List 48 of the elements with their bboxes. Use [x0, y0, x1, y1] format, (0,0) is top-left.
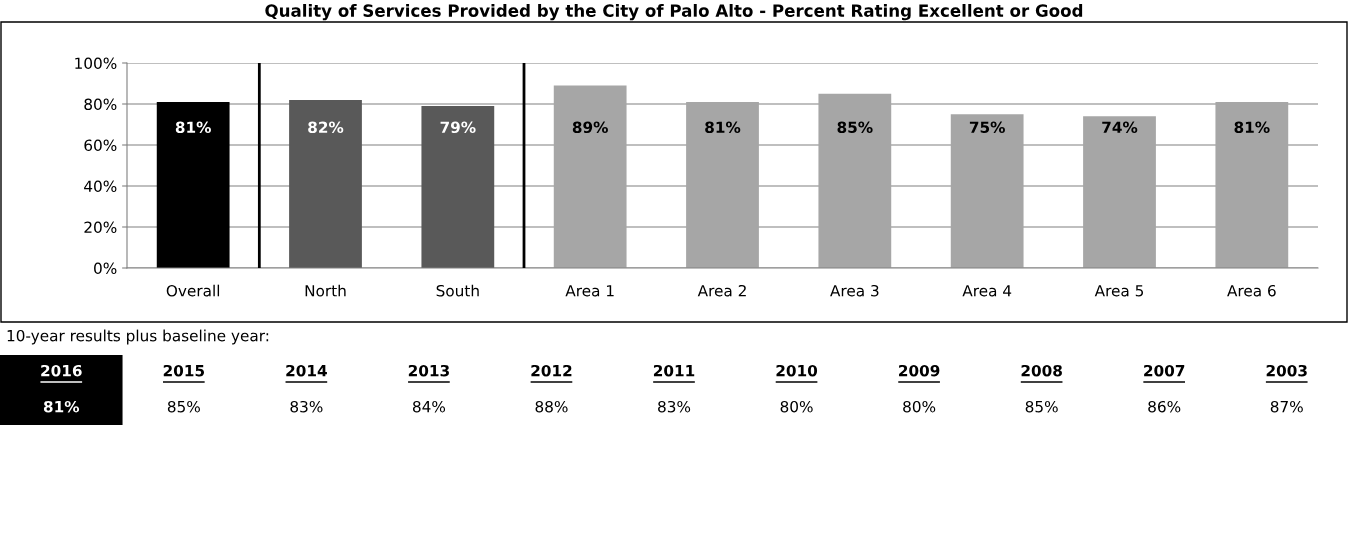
x-tick-label: South: [436, 284, 479, 297]
text: 2008: [1021, 364, 1062, 377]
x-tick-label: Area 5: [1094, 285, 1144, 297]
y-tick-label: 60%: [84, 139, 117, 152]
text: 2013: [408, 364, 449, 377]
data-label: 81%: [1234, 121, 1270, 134]
text: 85%: [167, 400, 200, 413]
x-tick-label: North: [305, 284, 346, 297]
y-tick-label: 40%: [84, 180, 117, 193]
x-tick-label: Area 4: [962, 285, 1012, 297]
text: 2007: [1144, 364, 1185, 377]
data-label: 74%: [1102, 121, 1138, 134]
text: 2010: [776, 364, 818, 377]
x-tick-label: Area 3: [830, 284, 879, 297]
y-tick-label: 20%: [84, 221, 117, 234]
data-label: 85%: [837, 121, 873, 134]
text: 86%: [1148, 400, 1181, 413]
text: 84%: [412, 400, 446, 413]
text: 2011: [653, 364, 695, 377]
text: 85%: [1025, 400, 1058, 413]
text: 2014: [286, 364, 327, 377]
text: 2009: [899, 364, 940, 377]
x-tick-label: Overall: [166, 284, 220, 297]
data-label: 82%: [308, 121, 344, 134]
data-label: 81%: [175, 121, 211, 134]
data-label: 75%: [969, 121, 1005, 134]
y-tick-label: 0%: [94, 262, 117, 275]
text: 10-year results plus baseline year:: [7, 329, 269, 345]
text: 2015: [163, 364, 205, 377]
data-label: 89%: [572, 121, 608, 134]
text: 83%: [290, 400, 323, 413]
x-tick-label: Area 6: [1227, 284, 1276, 297]
text: 87%: [1270, 400, 1303, 413]
x-tick-label: Area 1: [565, 285, 614, 297]
text: 83%: [658, 400, 691, 413]
text: 2003: [1266, 364, 1307, 377]
data-label: 79%: [440, 121, 476, 134]
y-tick-label: 80%: [84, 98, 117, 111]
x-tick-label: Area 2: [697, 284, 746, 297]
text: 81%: [43, 400, 80, 413]
chart-title: Quality of Services Provided by the City of Palo Alto - Percent Rating Excellent or Good: [265, 4, 1083, 21]
text: 80%: [780, 400, 813, 413]
text: 88%: [535, 400, 568, 413]
text: 80%: [903, 400, 936, 413]
text: 2012: [531, 364, 572, 377]
y-tick-label: 100%: [75, 57, 117, 70]
text: 2016: [41, 364, 82, 377]
data-label: 81%: [705, 121, 741, 134]
